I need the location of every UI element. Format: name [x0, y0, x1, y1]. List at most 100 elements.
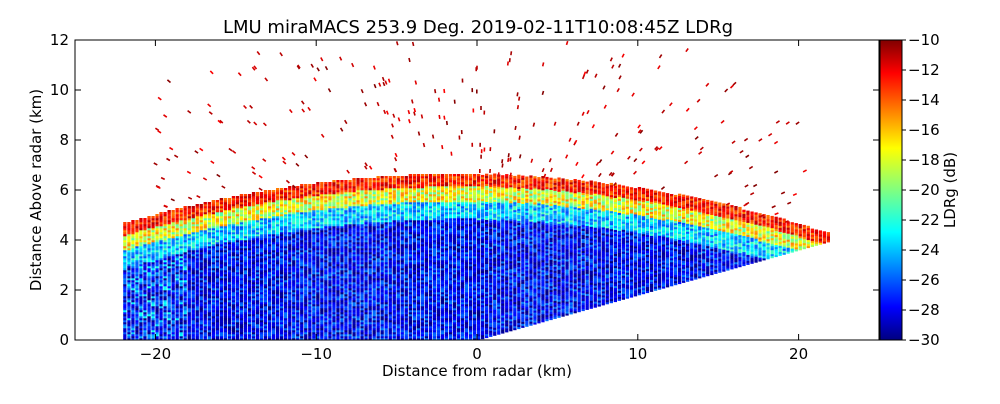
- radar-cell: [259, 288, 264, 291]
- radar-cell: [388, 276, 392, 279]
- radar-cell: [239, 266, 244, 269]
- radar-cell: [151, 336, 155, 339]
- radar-cell: [284, 200, 288, 203]
- radar-cell: [388, 320, 392, 323]
- radar-cell: [259, 208, 264, 211]
- radar-cell: [308, 222, 312, 225]
- radar-cell: [272, 190, 276, 193]
- radar-cell: [364, 328, 368, 331]
- radar-cell: [368, 288, 372, 291]
- radar-cell: [247, 312, 252, 315]
- radar-cell: [364, 288, 368, 291]
- radar-cell: [247, 318, 252, 321]
- radar-cell: [276, 262, 280, 265]
- radar-cell: [392, 186, 396, 189]
- radar-cell: [131, 228, 135, 231]
- radar-cell: [340, 262, 344, 265]
- radar-cell: [348, 240, 352, 243]
- radar-cell: [360, 194, 364, 197]
- radar-cell: [304, 238, 308, 241]
- radar-cell: [195, 258, 199, 261]
- radar-cell: [147, 254, 151, 257]
- radar-cell: [147, 242, 151, 245]
- radar-cell: [207, 252, 211, 255]
- radar-cell: [344, 218, 348, 221]
- radar-cell: [376, 264, 380, 267]
- radar-cell: [288, 188, 292, 191]
- radar-cell: [296, 220, 300, 223]
- radar-cell: [348, 210, 352, 213]
- radar-cell: [215, 272, 219, 275]
- radar-cell: [372, 190, 376, 193]
- radar-cell: [163, 318, 167, 321]
- radar-cell: [231, 330, 236, 333]
- radar-cell: [340, 190, 344, 193]
- radar-cell: [195, 224, 199, 227]
- radar-cell: [191, 236, 195, 239]
- radar-cell: [143, 266, 147, 269]
- radar-cell: [344, 196, 348, 199]
- radar-cell: [231, 260, 236, 263]
- radar-cell: [308, 274, 312, 277]
- radar-cell: [344, 234, 348, 237]
- radar-cell: [284, 264, 288, 267]
- radar-cell: [159, 336, 163, 339]
- radar-cell: [231, 272, 236, 275]
- radar-cell: [352, 300, 356, 303]
- radar-cell: [364, 226, 368, 229]
- radar-cell: [203, 212, 207, 215]
- radar-cell: [384, 314, 388, 317]
- radar-cell: [348, 296, 352, 299]
- radar-cell: [276, 286, 280, 289]
- radar-cell: [131, 238, 135, 241]
- radar-cell: [328, 208, 332, 211]
- radar-cell: [147, 250, 151, 253]
- radar-cell: [219, 204, 223, 207]
- radar-cell: [159, 306, 163, 309]
- radar-cell: [368, 304, 372, 307]
- radar-cell: [171, 278, 175, 281]
- radar-cell: [296, 292, 300, 295]
- radar-cell: [155, 292, 159, 295]
- radar-cell: [348, 230, 352, 233]
- radar-cell: [332, 186, 336, 189]
- radar-cell: [268, 286, 272, 289]
- radar-cell: [235, 322, 240, 325]
- radar-cell: [304, 220, 308, 223]
- radar-cell: [372, 292, 376, 295]
- radar-cell: [312, 278, 316, 281]
- radar-cell: [163, 220, 167, 223]
- radar-cell: [272, 222, 276, 225]
- radar-cell: [187, 246, 191, 249]
- radar-cell: [207, 302, 211, 305]
- radar-cell: [203, 222, 207, 225]
- radar-cell: [211, 334, 215, 337]
- radar-cell: [348, 286, 352, 289]
- radar-cell: [376, 178, 380, 181]
- radar-cell: [392, 178, 396, 181]
- radar-cell: [368, 252, 372, 255]
- radar-cell: [255, 322, 260, 325]
- radar-cell: [324, 310, 328, 313]
- radar-cell: [268, 272, 272, 275]
- radar-cell: [280, 216, 284, 219]
- radar-cell: [344, 286, 348, 289]
- radar-cell: [320, 220, 324, 223]
- radar-cell: [131, 282, 135, 285]
- radar-cell: [159, 278, 163, 281]
- radar-cell: [316, 338, 320, 340]
- radar-cell: [255, 214, 260, 217]
- radar-cell: [336, 224, 340, 227]
- radar-cell: [336, 288, 340, 291]
- radar-cell: [292, 226, 296, 229]
- radar-cell: [127, 250, 131, 253]
- radar-cell: [159, 322, 163, 325]
- radar-cell: [320, 256, 324, 259]
- radar-cell: [235, 278, 240, 281]
- radar-cell: [388, 244, 392, 247]
- radar-cell: [332, 260, 336, 263]
- radar-cell: [316, 216, 320, 219]
- radar-cell: [348, 192, 352, 195]
- radar-cell: [159, 284, 163, 287]
- radar-cell: [183, 302, 187, 305]
